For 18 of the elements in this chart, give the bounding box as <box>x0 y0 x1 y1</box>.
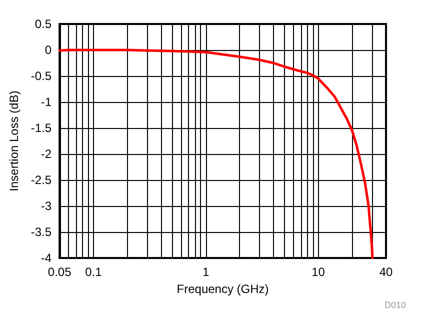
x-tick-label: 0.05 <box>48 265 72 279</box>
y-axis-title: Insertion Loss (dB) <box>7 90 21 192</box>
y-tick-label: -4 <box>40 251 52 265</box>
x-tick-label: 40 <box>379 265 393 279</box>
y-tick-label: 0 <box>44 43 52 57</box>
y-tick-label: -3.5 <box>30 225 52 239</box>
y-tick-label: -1 <box>40 95 52 109</box>
x-tick-label: 0.1 <box>85 265 102 279</box>
y-tick-label: -0.5 <box>30 69 52 83</box>
x-tick-label: 1 <box>202 265 210 279</box>
text: D010 <box>384 300 406 310</box>
y-tick-label: -1.5 <box>30 121 52 135</box>
y-tick-label: -2.5 <box>30 173 52 187</box>
y-tick-label: -3 <box>40 199 52 213</box>
x-tick-label: 10 <box>312 265 326 279</box>
y-tick-label: -2 <box>40 147 52 161</box>
x-axis-title: Frequency (GHz) <box>176 282 269 296</box>
y-tick-label: 0.5 <box>34 17 52 31</box>
